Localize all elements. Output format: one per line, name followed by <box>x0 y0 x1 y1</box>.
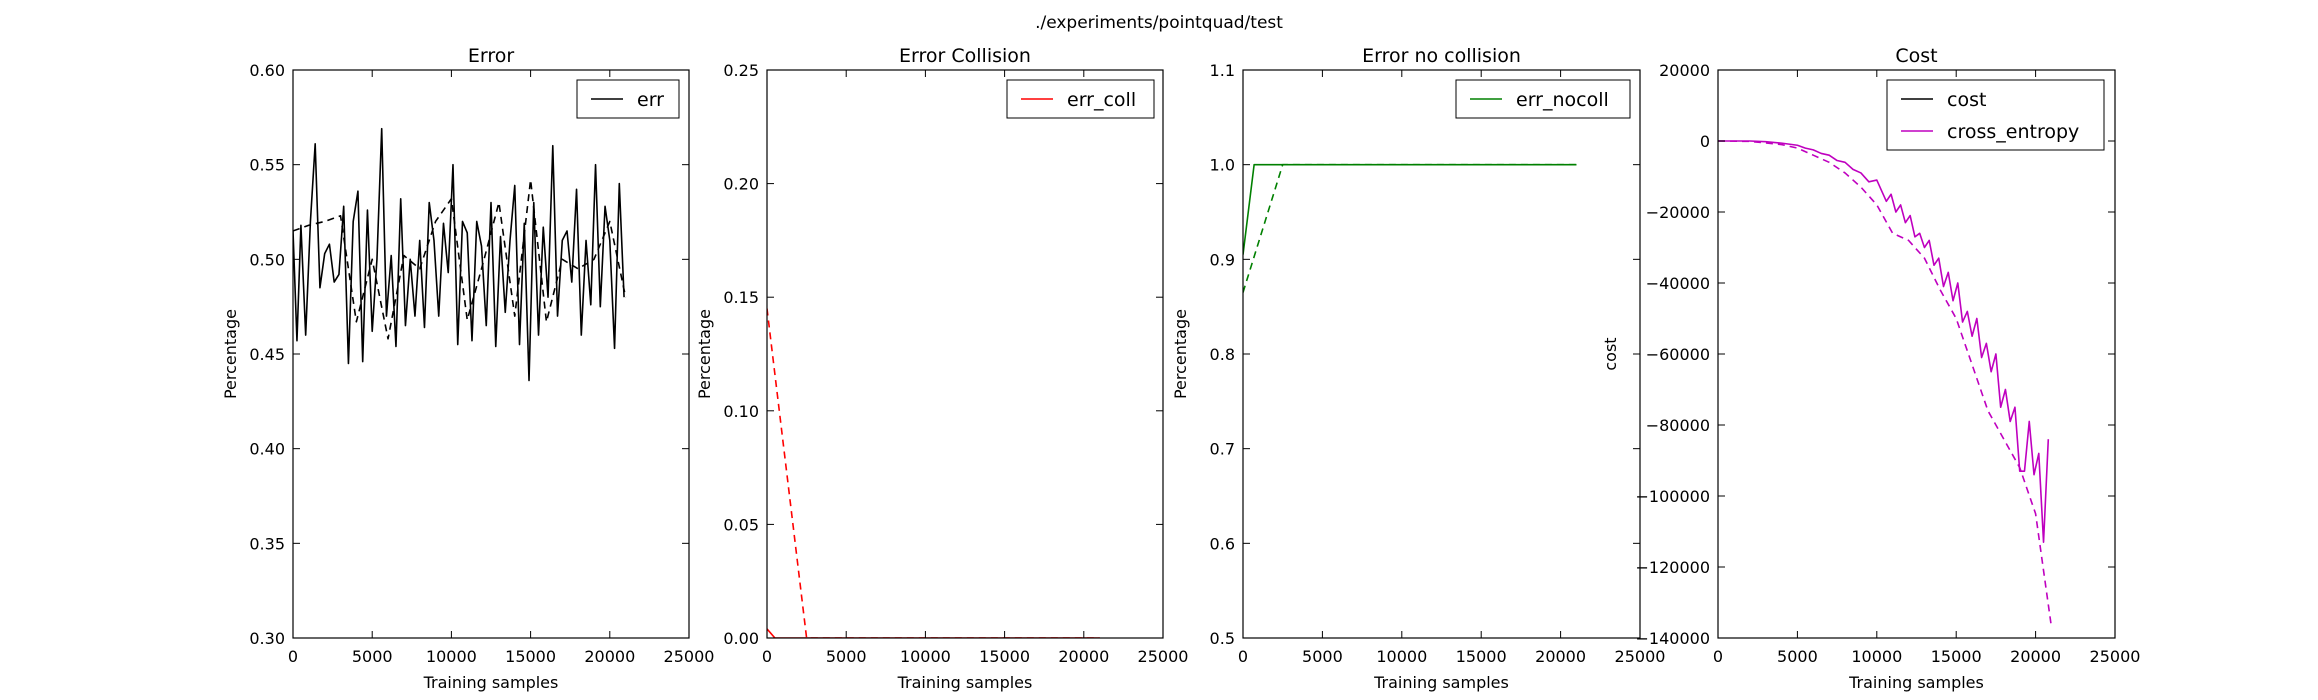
y-axis-label: Percentage <box>695 309 714 399</box>
legend-entry: err_nocoll <box>1516 89 1609 111</box>
x-tick-label: 25000 <box>1615 647 1666 666</box>
x-tick-label: 10000 <box>900 647 951 666</box>
series-line-cross_entropy <box>1718 140 2050 543</box>
y-tick-label: 0.5 <box>1210 629 1235 648</box>
subplot-2: 0 5000 10000 15000 20000 25000 0.00 0.05 0.10 0.1… <box>695 45 1188 692</box>
x-tick-label: 20000 <box>2010 647 2061 666</box>
x-tick-label: 20000 <box>1058 647 1109 666</box>
x-tick-label: 20000 <box>584 647 635 666</box>
x-tick-label: 20000 <box>1535 647 1586 666</box>
subplot-1: 0 5000 10000 15000 20000 25000 0.30 0.35 0.40 0.4… <box>221 45 714 692</box>
y-tick-label: 0.40 <box>249 440 285 459</box>
y-axis-label: Percentage <box>221 309 240 399</box>
subplots-container: 0 5000 10000 15000 20000 25000 0.30 0.35 0.40 0.4… <box>221 45 2140 692</box>
y-tick-label: −80000 <box>1646 416 1710 435</box>
legend: err_coll <box>1006 79 1155 119</box>
x-tick-label: 25000 <box>664 647 715 666</box>
x-tick-label: 10000 <box>1376 647 1427 666</box>
plot-area <box>1718 70 2115 638</box>
y-tick-label: −20000 <box>1646 203 1710 222</box>
x-tick-label: 5000 <box>1777 647 1818 666</box>
plot-area <box>293 70 689 638</box>
y-tick-label: 1.1 <box>1210 61 1235 80</box>
x-tick-label: 25000 <box>1138 647 1189 666</box>
y-tick-label: 0.20 <box>723 175 759 194</box>
x-axis-label: Training samples <box>1373 673 1509 692</box>
series-line-3-2-dashed <box>1243 163 1577 293</box>
x-tick-label: 25000 <box>2090 647 2141 666</box>
series-line-err <box>293 127 625 382</box>
series-line-4-3-dashed <box>1718 140 2053 628</box>
x-tick-label: 5000 <box>352 647 393 666</box>
y-tick-label: 0 <box>1700 132 1710 151</box>
x-tick-label: 0 <box>1238 647 1248 666</box>
series-group <box>1718 140 2053 628</box>
legend-entry: cross_entropy <box>1947 121 2079 143</box>
legend-entry: err_coll <box>1067 89 1136 111</box>
y-tick-label: 0.50 <box>249 250 285 269</box>
y-tick-label: 0.7 <box>1210 440 1235 459</box>
y-tick-label: 0.55 <box>249 156 285 175</box>
y-tick-label: 20000 <box>1659 61 1710 80</box>
y-tick-label: 0.05 <box>723 515 759 534</box>
y-tick-label: −120000 <box>1636 558 1710 577</box>
subplot-3: 0 5000 10000 15000 20000 25000 0.5 0.6 0.7 0.8 0.9… <box>1171 45 1665 692</box>
y-tick-label: 1.0 <box>1210 156 1235 175</box>
series-line-1-2-dashed <box>293 179 627 340</box>
y-tick-label: 0.10 <box>723 402 759 421</box>
subplot-4: 0 5000 10000 15000 20000 25000−140000−120000−… <box>1601 45 2140 692</box>
legend-entry: cost <box>1947 89 1986 111</box>
x-tick-label: 15000 <box>1456 647 1507 666</box>
subplot-title: Error <box>468 45 515 67</box>
y-tick-label: −100000 <box>1636 487 1710 506</box>
x-tick-label: 15000 <box>1931 647 1982 666</box>
x-axis-label: Training samples <box>897 673 1033 692</box>
plot-area <box>767 70 1163 638</box>
y-tick-label: 0.00 <box>723 629 759 648</box>
plot-area <box>1243 70 1640 638</box>
y-tick-label: 0.9 <box>1210 250 1235 269</box>
y-tick-label: 0.60 <box>249 61 285 80</box>
legend-entry: err <box>637 89 664 111</box>
y-tick-label: 0.45 <box>249 345 285 364</box>
legend: err <box>576 79 680 119</box>
x-axis-label: Training samples <box>1848 673 1984 692</box>
x-tick-label: 5000 <box>826 647 867 666</box>
subplot-title: Cost <box>1895 45 1937 67</box>
x-tick-label: 10000 <box>426 647 477 666</box>
figure-suptitle: ./experiments/pointquad/test <box>1035 13 1283 33</box>
y-tick-label: 0.30 <box>249 629 285 648</box>
x-tick-label: 15000 <box>505 647 556 666</box>
x-tick-label: 15000 <box>979 647 1030 666</box>
legend: err_nocoll <box>1455 79 1631 119</box>
y-axis-label: cost <box>1601 337 1620 370</box>
legend-box <box>1886 79 2105 151</box>
y-tick-label: −140000 <box>1636 629 1710 648</box>
subplot-title: Error no collision <box>1362 45 1521 67</box>
x-tick-label: 0 <box>762 647 772 666</box>
x-tick-label: 0 <box>288 647 298 666</box>
subplot-title: Error Collision <box>899 45 1031 67</box>
y-tick-label: 0.25 <box>723 61 759 80</box>
x-tick-label: 0 <box>1713 647 1723 666</box>
y-tick-label: 0.15 <box>723 288 759 307</box>
y-tick-label: 0.6 <box>1210 534 1235 553</box>
series-group <box>1243 163 1577 293</box>
y-tick-label: 0.8 <box>1210 345 1235 364</box>
legend: cost cross_entropy <box>1886 79 2105 151</box>
x-axis-label: Training samples <box>423 673 559 692</box>
x-tick-label: 5000 <box>1302 647 1343 666</box>
y-tick-label: 0.35 <box>249 534 285 553</box>
axes-frame <box>766 69 1164 639</box>
series-group <box>293 127 627 382</box>
y-tick-label: −60000 <box>1646 345 1710 364</box>
x-tick-label: 10000 <box>1851 647 1902 666</box>
y-tick-label: −40000 <box>1646 274 1710 293</box>
y-axis-label: Percentage <box>1171 309 1190 399</box>
